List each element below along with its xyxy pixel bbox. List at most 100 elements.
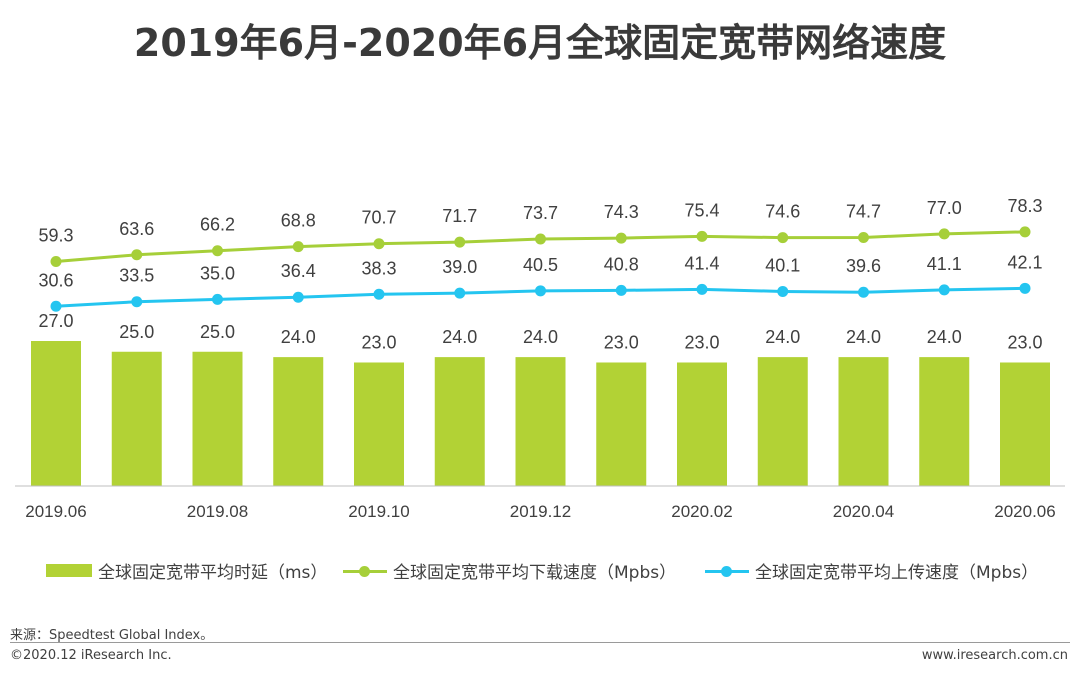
bar-label-2019.11: 24.0 [442, 327, 477, 347]
download-point-2019.12 [535, 233, 546, 245]
download-label-2019.08: 66.2 [200, 215, 235, 235]
legend-label-download: 全球固定宽带平均下载速度（Mpbs） [393, 563, 677, 583]
upload-label-2019.10: 38.3 [361, 258, 396, 278]
upload-point-2019.10 [373, 288, 385, 300]
bar-2020.02 [677, 362, 727, 486]
download-point-2020.04 [858, 231, 869, 243]
x-tick-2019.10: 2019.10 [348, 502, 409, 521]
legend-label-latency: 全球固定宽带平均时延（ms） [98, 563, 328, 583]
bar-label-2019.06: 27.0 [38, 311, 73, 331]
bar-label-2020.04: 24.0 [846, 327, 881, 347]
bar-2020.05 [919, 357, 970, 486]
x-tick-2020.02: 2020.02 [671, 502, 732, 521]
legend-label-upload: 全球固定宽带平均上传速度（Mpbs） [755, 563, 1039, 583]
bar-2019.08 [192, 351, 243, 486]
upload-point-2020.06 [1019, 282, 1031, 294]
x-tick-2019.06: 2019.06 [25, 502, 86, 521]
bar-2019.09 [273, 357, 324, 486]
bar-label-2019.08: 25.0 [200, 322, 235, 342]
legend-swatch-download [343, 564, 387, 578]
bar-label-2020.05: 24.0 [927, 327, 962, 347]
bar-label-2019.09: 24.0 [281, 327, 316, 347]
legend-item-download: 全球固定宽带平均下载速度（Mpbs） [343, 558, 676, 583]
download-label-2020.05: 77.0 [927, 198, 962, 218]
upload-point-2020.03 [777, 285, 789, 297]
download-label-2019.11: 71.7 [442, 206, 477, 226]
bar-2020.03 [757, 357, 808, 486]
download-label-2019.09: 68.8 [281, 211, 316, 231]
download-label-2020.06: 78.3 [1007, 196, 1042, 216]
bar-2019.10 [354, 362, 404, 486]
bar-label-2019.07: 25.0 [119, 322, 154, 342]
bar-2020.04 [838, 357, 889, 486]
source-note: 来源：Speedtest Global Index。 [10, 628, 214, 643]
upload-label-2020.06: 42.1 [1007, 252, 1042, 272]
download-label-2019.07: 63.6 [119, 219, 154, 239]
legend-item-upload: 全球固定宽带平均上传速度（Mpbs） [705, 558, 1038, 583]
upload-label-2019.09: 36.4 [281, 261, 316, 281]
x-tick-2019.12: 2019.12 [510, 502, 571, 521]
upload-label-2020.04: 39.6 [846, 256, 881, 276]
bar-label-2020.01: 23.0 [604, 332, 639, 352]
download-point-2019.08 [212, 245, 223, 257]
bar-2020.06 [1000, 362, 1050, 486]
bar-2019.11 [434, 357, 485, 486]
download-point-2019.11 [454, 236, 466, 248]
copyright-text: ©2020.12 iResearch Inc. [10, 648, 172, 663]
legend-swatch-upload [705, 564, 749, 578]
x-axis-ticks: 2019.06 2019.08 2019.10 2019.12 2020.02 2020.… [25, 502, 1055, 521]
download-label-2020.02: 75.4 [684, 200, 719, 220]
upload-point-2019.12 [535, 285, 546, 297]
x-tick-2019.08: 2019.08 [187, 502, 248, 521]
legend-swatch-bar [46, 564, 92, 577]
upload-label-2020.05: 41.1 [927, 254, 962, 274]
download-point-2019.10 [373, 238, 385, 250]
download-point-2019.06 [50, 255, 62, 267]
bar-label-2020.03: 24.0 [765, 327, 800, 347]
upload-label-2019.08: 35.0 [200, 263, 235, 283]
bar-label-2020.06: 23.0 [1007, 332, 1042, 352]
bar-series-latency [31, 341, 1050, 486]
upload-point-2019.11 [454, 287, 466, 299]
bar-2020.01 [596, 362, 647, 486]
bar-label-2019.12: 24.0 [523, 327, 558, 347]
upload-point-2019.08 [212, 293, 223, 305]
upload-label-2019.07: 33.5 [119, 266, 154, 286]
upload-point-2019.09 [292, 291, 304, 303]
download-label-2020.03: 74.6 [765, 202, 800, 222]
upload-label-2019.06: 30.6 [38, 270, 73, 290]
website-url: www.iresearch.com.cn [921, 648, 1068, 663]
chart-title: 2019年6月-2020年6月全球固定宽带网络速度 [133, 21, 947, 65]
footer-divider [10, 642, 1070, 643]
download-label-2019.10: 70.7 [361, 208, 396, 228]
upload-point-2020.02 [696, 283, 708, 295]
upload-point-2019.07 [131, 296, 143, 308]
download-point-2020.02 [696, 230, 708, 242]
download-point-2020.01 [615, 232, 627, 244]
x-tick-2020.06: 2020.06 [994, 502, 1055, 521]
upload-label-2019.12: 40.5 [523, 255, 558, 275]
download-label-2020.04: 74.7 [846, 201, 881, 221]
download-label-2020.01: 74.3 [604, 202, 639, 222]
upload-label-2019.11: 39.0 [442, 257, 477, 277]
line-series-download: 59.3 63.6 66.2 68.8 70.7 71.7 73.7 74.3 75.4 74.6… [38, 196, 1043, 267]
bar-data-labels: 27.0 25.0 25.0 24.0 23.0 24.0 24.0 23.0 23.0 24.0… [38, 311, 1042, 352]
download-point-2020.06 [1019, 226, 1031, 238]
upload-label-2020.02: 41.4 [684, 253, 719, 273]
bar-2019.06 [31, 341, 81, 486]
download-point-2019.09 [292, 241, 304, 253]
download-point-2020.05 [938, 228, 950, 240]
bar-label-2019.10: 23.0 [361, 332, 396, 352]
bar-2019.12 [515, 357, 566, 486]
upload-label-2020.03: 40.1 [765, 255, 800, 275]
download-label-2019.06: 59.3 [38, 225, 73, 245]
x-tick-2020.04: 2020.04 [833, 502, 894, 521]
upload-point-2019.06 [50, 300, 62, 312]
legend-item-latency: 全球固定宽带平均时延（ms） [46, 558, 327, 583]
bar-label-2020.02: 23.0 [684, 332, 719, 352]
line-series-upload: 30.6 33.5 35.0 36.4 38.3 39.0 40.5 40.8 41.4 40.1… [38, 252, 1043, 312]
bar-2019.07 [111, 351, 162, 486]
download-point-2019.07 [131, 249, 143, 261]
download-point-2020.03 [777, 232, 789, 244]
